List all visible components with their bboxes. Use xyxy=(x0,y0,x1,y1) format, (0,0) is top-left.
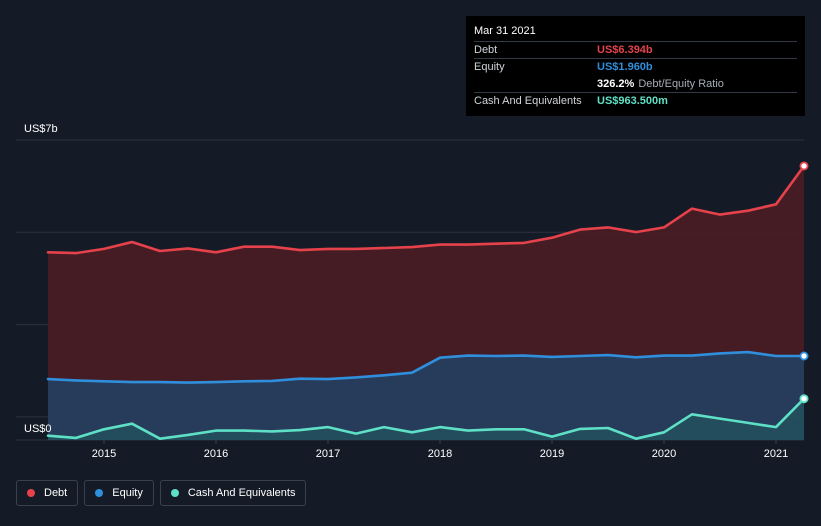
series-endpoints xyxy=(799,161,809,404)
legend-item-debt[interactable]: Debt xyxy=(16,480,79,506)
x-tick-label: 2021 xyxy=(764,448,788,460)
legend-item-cash[interactable]: Cash And Equivalents xyxy=(159,480,307,506)
legend-cash-label: Cash And Equivalents xyxy=(187,487,296,499)
tooltip-ratio-spacer xyxy=(474,76,597,92)
series-lines xyxy=(46,164,806,440)
x-axis-ticks: 2015 2016 2017 2018 2019 2020 2021 xyxy=(92,440,788,460)
series-areas xyxy=(48,166,804,440)
tooltip-date: Mar 31 2021 xyxy=(474,25,536,37)
x-tick-label: 2018 xyxy=(428,448,452,460)
tooltip-debt-label: Debt xyxy=(474,44,498,56)
tooltip-debt-row: Debt US$6.394b xyxy=(474,41,797,58)
tooltip-ratio-label: Debt/Equity Ratio xyxy=(638,78,724,90)
series-line-0 xyxy=(46,164,806,255)
x-tick-label: 2020 xyxy=(652,448,676,460)
x-tick-label: 2019 xyxy=(540,448,564,460)
y-axis-bottom-label: US$0 xyxy=(24,423,52,435)
x-tick-label: 2015 xyxy=(92,448,116,460)
series-line-2 xyxy=(46,397,806,440)
x-tick-label: 2017 xyxy=(316,448,340,460)
x-tick-label: 2016 xyxy=(204,448,228,460)
series-endpoint-0[interactable] xyxy=(799,161,809,171)
tooltip-cash-value: US$963.500m xyxy=(597,95,668,107)
tooltip-ratio-row: 326.2% Debt/Equity Ratio xyxy=(474,75,797,92)
series-endpoint-1[interactable] xyxy=(799,351,809,361)
legend-debt-dot-icon xyxy=(27,489,35,497)
tooltip-equity-label: Equity xyxy=(474,61,505,73)
tooltip-debt-value: US$6.394b xyxy=(597,44,653,56)
tooltip-equity-row: Equity US$1.960b xyxy=(474,58,797,75)
chart-legend: Debt Equity Cash And Equivalents xyxy=(16,480,307,506)
legend-item-equity[interactable]: Equity xyxy=(84,480,154,506)
legend-debt-label: Debt xyxy=(44,487,68,499)
legend-equity-label: Equity xyxy=(112,487,143,499)
series-line-1 xyxy=(46,350,806,384)
series-endpoint-2[interactable] xyxy=(799,394,809,404)
tooltip-equity-value: US$1.960b xyxy=(597,61,653,73)
legend-cash-dot-icon xyxy=(170,489,179,497)
tooltip-cash-label: Cash And Equivalents xyxy=(474,95,582,107)
tooltip-ratio-value: 326.2% xyxy=(597,78,635,90)
series-area-2 xyxy=(48,398,804,440)
series-area-1 xyxy=(48,352,804,440)
y-axis-top-label: US$7b xyxy=(24,123,58,135)
chart-tooltip: Mar 31 2021 Debt US$6.394b Equity US$1.9… xyxy=(466,16,805,116)
legend-equity-dot-icon xyxy=(95,489,104,497)
tooltip-cash-row: Cash And Equivalents US$963.500m xyxy=(474,92,797,109)
